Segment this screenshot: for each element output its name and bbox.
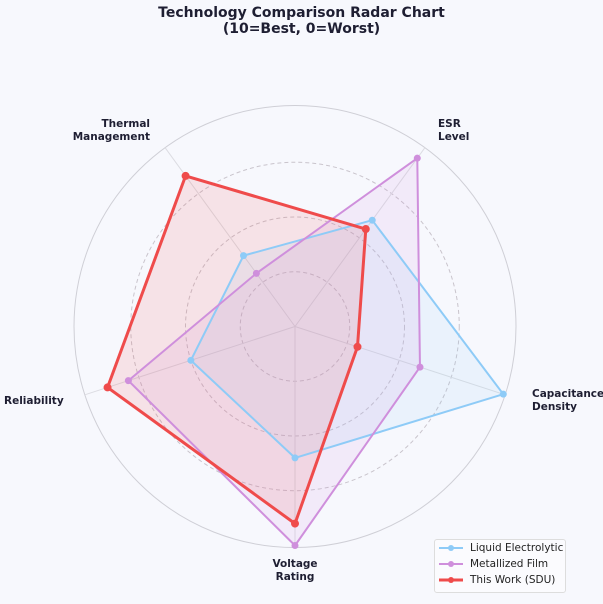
series-area [128, 158, 420, 546]
data-point [416, 363, 424, 371]
legend: Liquid Electrolytic Metallized Film This… [434, 539, 566, 593]
chart-title: Technology Comparison Radar Chart [158, 5, 445, 21]
data-point [291, 542, 299, 549]
data-point [368, 216, 376, 224]
axis-spoke [294, 147, 426, 327]
data-point [181, 171, 190, 180]
legend-marker-icon [439, 561, 463, 567]
data-point [240, 252, 248, 260]
grid-ring [130, 161, 460, 492]
data-point [353, 342, 362, 351]
data-point [361, 225, 370, 234]
legend-marker-icon [439, 577, 463, 583]
data-point [499, 390, 507, 398]
legend-item-metallized-film: Metallized Film [435, 556, 565, 572]
series-line [106, 174, 368, 526]
series-line [189, 219, 505, 459]
data-point [124, 377, 132, 385]
data-point [413, 154, 421, 162]
data-point [103, 383, 112, 392]
data-point [291, 454, 299, 462]
data-point [252, 269, 260, 277]
axis-label-capacitance-density: Capacitance Density [532, 388, 603, 413]
data-point [187, 356, 195, 364]
axis-spoke [294, 326, 506, 396]
series-area [190, 220, 504, 458]
axis-label-voltage-rating: Voltage Rating [272, 558, 318, 583]
axis-label-thermal-management: Thermal Management [72, 118, 150, 143]
axis-label-esr-level: ESR Level [438, 118, 470, 143]
data-point [291, 519, 299, 528]
series-area [107, 175, 366, 524]
legend-item-this-work: This Work (SDU) [435, 572, 565, 588]
legend-marker-icon [439, 545, 463, 551]
series-line [127, 157, 421, 547]
chart-subtitle: (10=Best, 0=Worst) [222, 21, 381, 37]
axis-label-reliability: Reliability [4, 395, 64, 407]
legend-item-liquid-electrolytic: Liquid Electrolytic [435, 540, 565, 556]
